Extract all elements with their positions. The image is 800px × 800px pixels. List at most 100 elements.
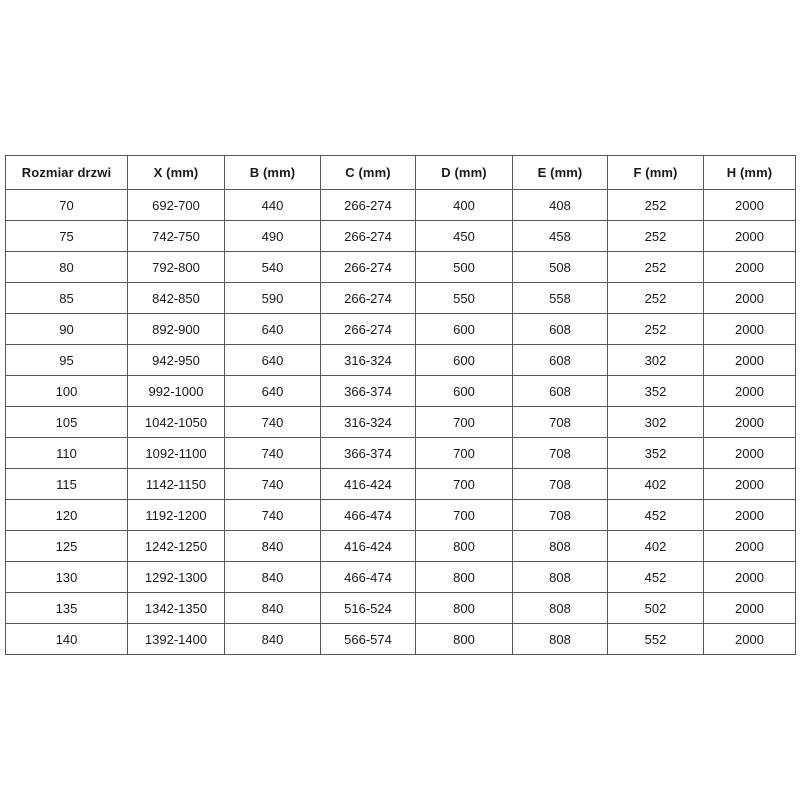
cell-c: 266-274 — [320, 220, 416, 252]
table-row: 75 742-750 490 266-274 450 458 252 2000 — [5, 220, 796, 252]
cell-x: 692-700 — [127, 189, 225, 221]
cell-d: 800 — [415, 561, 513, 593]
cell-h: 2000 — [703, 530, 796, 562]
cell-h: 2000 — [703, 282, 796, 314]
cell-h: 2000 — [703, 406, 796, 438]
cell-h: 2000 — [703, 561, 796, 593]
cell-f: 252 — [607, 220, 704, 252]
cell-x: 1192-1200 — [127, 499, 225, 531]
cell-c: 366-374 — [320, 375, 416, 407]
cell-b: 840 — [224, 623, 321, 655]
cell-e: 708 — [512, 499, 608, 531]
table-row: 140 1392-1400 840 566-574 800 808 552 2000 — [5, 623, 796, 655]
cell-b: 740 — [224, 406, 321, 438]
cell-size: 105 — [5, 406, 128, 438]
cell-h: 2000 — [703, 468, 796, 500]
cell-h: 2000 — [703, 313, 796, 345]
cell-c: 266-274 — [320, 282, 416, 314]
cell-f: 252 — [607, 313, 704, 345]
table-header-row: Rozmiar drzwi X (mm) B (mm) C (mm) D (mm) E (… — [5, 155, 796, 190]
cell-e: 708 — [512, 406, 608, 438]
cell-e: 408 — [512, 189, 608, 221]
cell-size: 90 — [5, 313, 128, 345]
cell-x: 842-850 — [127, 282, 225, 314]
cell-c: 266-274 — [320, 189, 416, 221]
cell-b: 490 — [224, 220, 321, 252]
cell-c: 566-574 — [320, 623, 416, 655]
table-row: 105 1042-1050 740 316-324 700 708 302 2000 — [5, 406, 796, 438]
cell-f: 352 — [607, 437, 704, 469]
cell-d: 700 — [415, 499, 513, 531]
cell-d: 550 — [415, 282, 513, 314]
cell-b: 440 — [224, 189, 321, 221]
cell-d: 800 — [415, 623, 513, 655]
cell-h: 2000 — [703, 437, 796, 469]
cell-x: 792-800 — [127, 251, 225, 283]
cell-h: 2000 — [703, 189, 796, 221]
cell-e: 808 — [512, 530, 608, 562]
cell-d: 800 — [415, 592, 513, 624]
table-row: 135 1342-1350 840 516-524 800 808 502 2000 — [5, 592, 796, 624]
cell-f: 252 — [607, 251, 704, 283]
cell-d: 700 — [415, 437, 513, 469]
table-header: Rozmiar drzwi X (mm) B (mm) C (mm) D (mm) E (… — [5, 155, 796, 190]
cell-b: 840 — [224, 561, 321, 593]
cell-d: 600 — [415, 313, 513, 345]
cell-size: 95 — [5, 344, 128, 376]
table-row: 100 992-1000 640 366-374 600 608 352 2000 — [5, 375, 796, 407]
cell-size: 135 — [5, 592, 128, 624]
column-header-c: C (mm) — [320, 155, 416, 190]
column-header-b: B (mm) — [224, 155, 321, 190]
table-row: 90 892-900 640 266-274 600 608 252 2000 — [5, 313, 796, 345]
cell-x: 992-1000 — [127, 375, 225, 407]
column-header-e: E (mm) — [512, 155, 608, 190]
cell-b: 840 — [224, 530, 321, 562]
cell-c: 316-324 — [320, 344, 416, 376]
cell-size: 100 — [5, 375, 128, 407]
cell-f: 252 — [607, 189, 704, 221]
column-header-f: F (mm) — [607, 155, 704, 190]
cell-b: 740 — [224, 468, 321, 500]
cell-x: 1292-1300 — [127, 561, 225, 593]
table-row: 85 842-850 590 266-274 550 558 252 2000 — [5, 282, 796, 314]
column-header-x: X (mm) — [127, 155, 225, 190]
cell-d: 400 — [415, 189, 513, 221]
cell-f: 552 — [607, 623, 704, 655]
table-row: 130 1292-1300 840 466-474 800 808 452 2000 — [5, 561, 796, 593]
table-row: 70 692-700 440 266-274 400 408 252 2000 — [5, 189, 796, 221]
cell-c: 516-524 — [320, 592, 416, 624]
column-header-h: H (mm) — [703, 155, 796, 190]
cell-d: 600 — [415, 375, 513, 407]
cell-e: 808 — [512, 623, 608, 655]
cell-x: 742-750 — [127, 220, 225, 252]
cell-size: 80 — [5, 251, 128, 283]
cell-size: 125 — [5, 530, 128, 562]
cell-f: 302 — [607, 344, 704, 376]
cell-b: 840 — [224, 592, 321, 624]
cell-f: 252 — [607, 282, 704, 314]
door-dimensions-table: Rozmiar drzwi X (mm) B (mm) C (mm) D (mm) E (… — [5, 155, 796, 655]
cell-x: 1042-1050 — [127, 406, 225, 438]
table-row: 80 792-800 540 266-274 500 508 252 2000 — [5, 251, 796, 283]
cell-e: 608 — [512, 375, 608, 407]
cell-c: 266-274 — [320, 251, 416, 283]
cell-h: 2000 — [703, 375, 796, 407]
cell-h: 2000 — [703, 623, 796, 655]
cell-f: 302 — [607, 406, 704, 438]
table-row: 95 942-950 640 316-324 600 608 302 2000 — [5, 344, 796, 376]
cell-size: 110 — [5, 437, 128, 469]
table-row: 115 1142-1150 740 416-424 700 708 402 2000 — [5, 468, 796, 500]
cell-d: 450 — [415, 220, 513, 252]
cell-d: 800 — [415, 530, 513, 562]
cell-f: 352 — [607, 375, 704, 407]
cell-e: 608 — [512, 313, 608, 345]
cell-c: 466-474 — [320, 561, 416, 593]
cell-size: 85 — [5, 282, 128, 314]
cell-size: 70 — [5, 189, 128, 221]
cell-c: 366-374 — [320, 437, 416, 469]
cell-f: 452 — [607, 499, 704, 531]
table-row: 125 1242-1250 840 416-424 800 808 402 2000 — [5, 530, 796, 562]
cell-x: 892-900 — [127, 313, 225, 345]
table-body: 70 692-700 440 266-274 400 408 252 2000 75 742-75… — [5, 189, 796, 655]
